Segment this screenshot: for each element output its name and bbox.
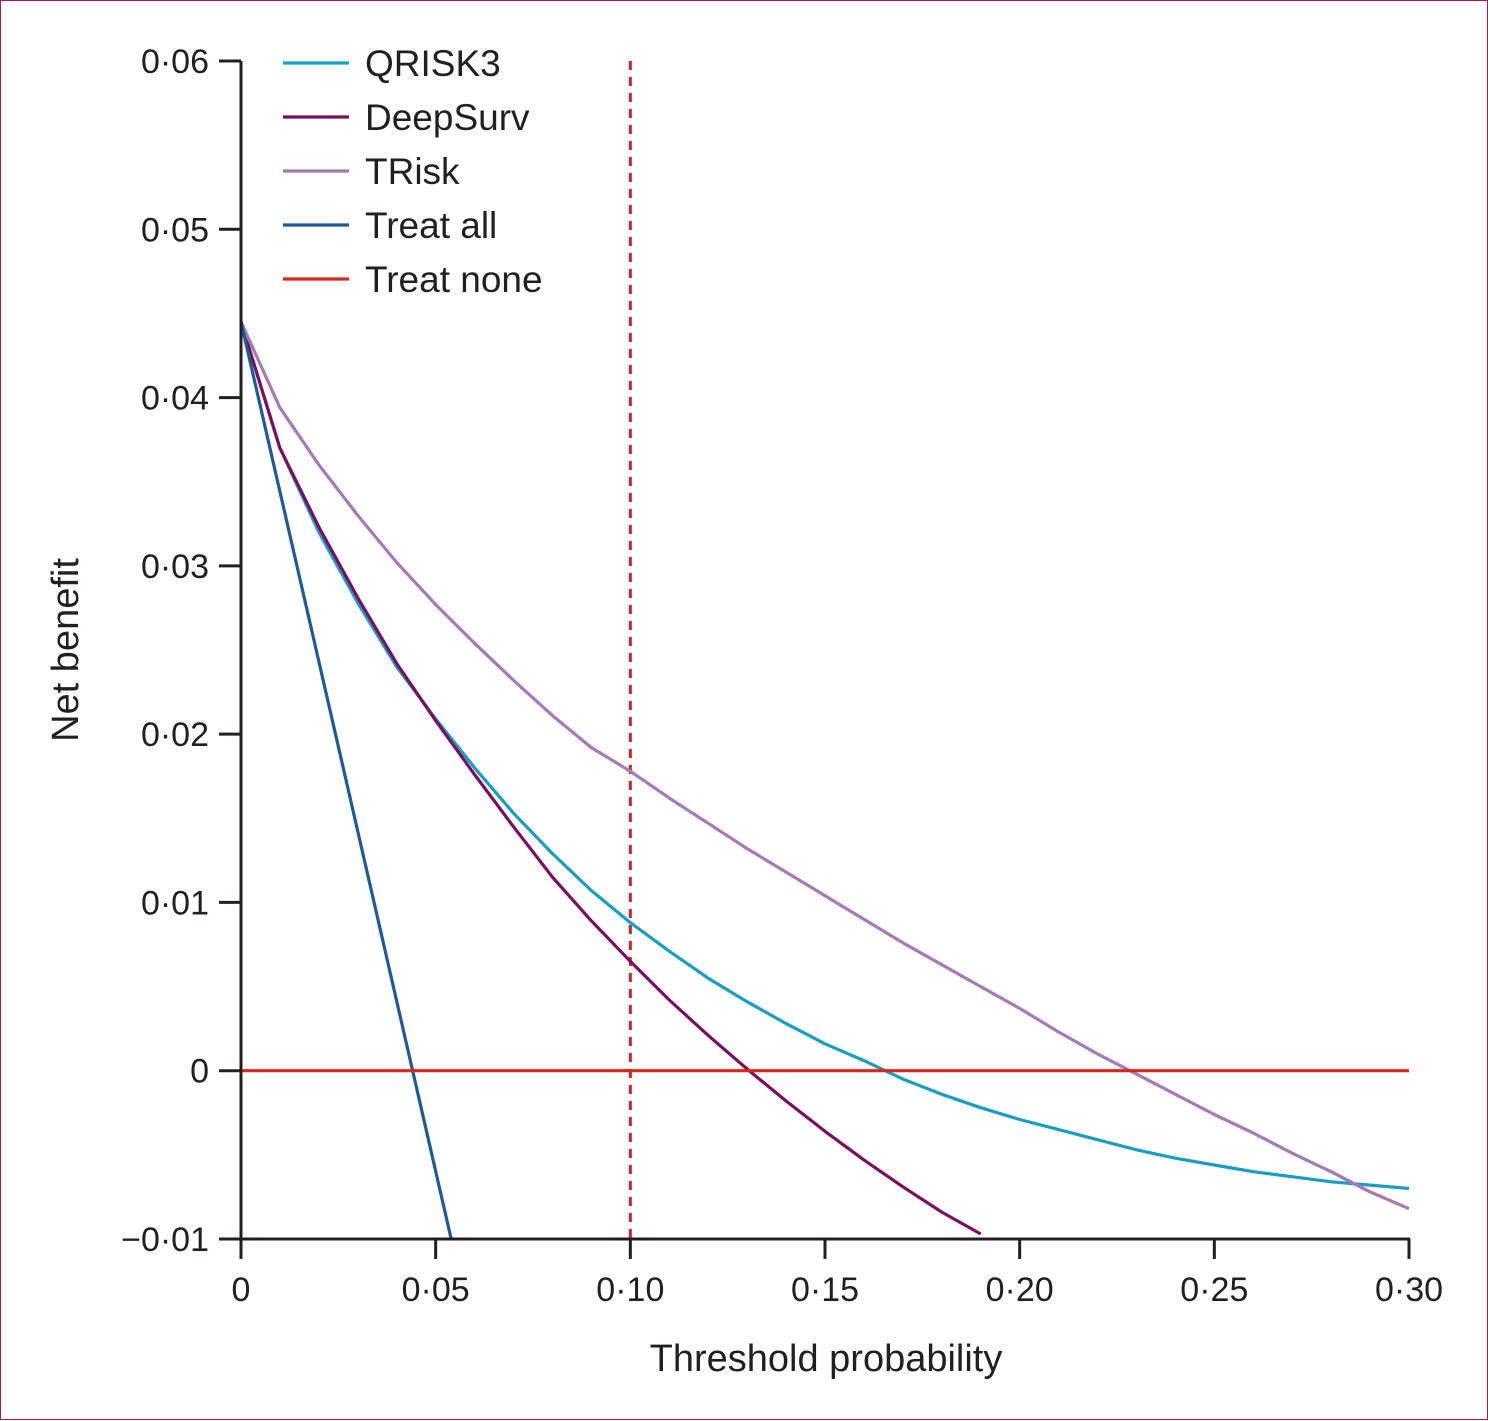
series-line-treat-all — [239, 321, 453, 1240]
x-tick-label: 0·10 — [596, 1271, 664, 1309]
x-tick-label: 0·25 — [1180, 1271, 1248, 1309]
y-tick-label: 0·04 — [141, 380, 209, 418]
x-tick-label: 0·20 — [986, 1271, 1054, 1309]
y-axis-title: Net benefit — [45, 558, 87, 742]
y-tick-label: 0·05 — [141, 211, 209, 249]
y-tick-label: 0·01 — [141, 884, 209, 922]
series-line-deepsurv — [239, 321, 982, 1236]
series-line-qrisk3 — [239, 321, 1410, 1191]
x-tick-label: 0·30 — [1375, 1271, 1443, 1309]
legend-label-treat-none: Treat none — [365, 259, 543, 300]
legend-label-trisk: TRisk — [365, 151, 460, 192]
x-tick-label: 0 — [232, 1271, 251, 1309]
x-tick-label: 0·15 — [791, 1271, 859, 1309]
legend-label-deepsurv: DeepSurv — [365, 97, 530, 138]
y-tick-label: 0·06 — [141, 43, 209, 81]
series-line-trisk — [239, 321, 1410, 1211]
y-tick-label: 0·03 — [141, 548, 209, 586]
y-tick-label: 0 — [190, 1053, 209, 1091]
y-ticks: −0·01 0 0·01 0·02 0·03 0·04 0·05 0·06 — [121, 43, 241, 1259]
legend-label-qrisk3: QRISK3 — [365, 43, 501, 84]
legend-label-treat-all: Treat all — [365, 205, 497, 246]
x-axis-title: Threshold probability — [650, 1338, 1003, 1380]
y-tick-label: −0·01 — [121, 1221, 209, 1259]
y-tick-label: 0·02 — [141, 716, 209, 754]
plot-lines — [239, 61, 1410, 1240]
x-tick-label: 0·05 — [402, 1271, 470, 1309]
x-ticks: 0 0·05 0·10 0·15 0·20 0·25 0·30 — [232, 1239, 1443, 1309]
legend: QRISK3 DeepSurv TRisk Treat all Treat none — [283, 43, 543, 300]
